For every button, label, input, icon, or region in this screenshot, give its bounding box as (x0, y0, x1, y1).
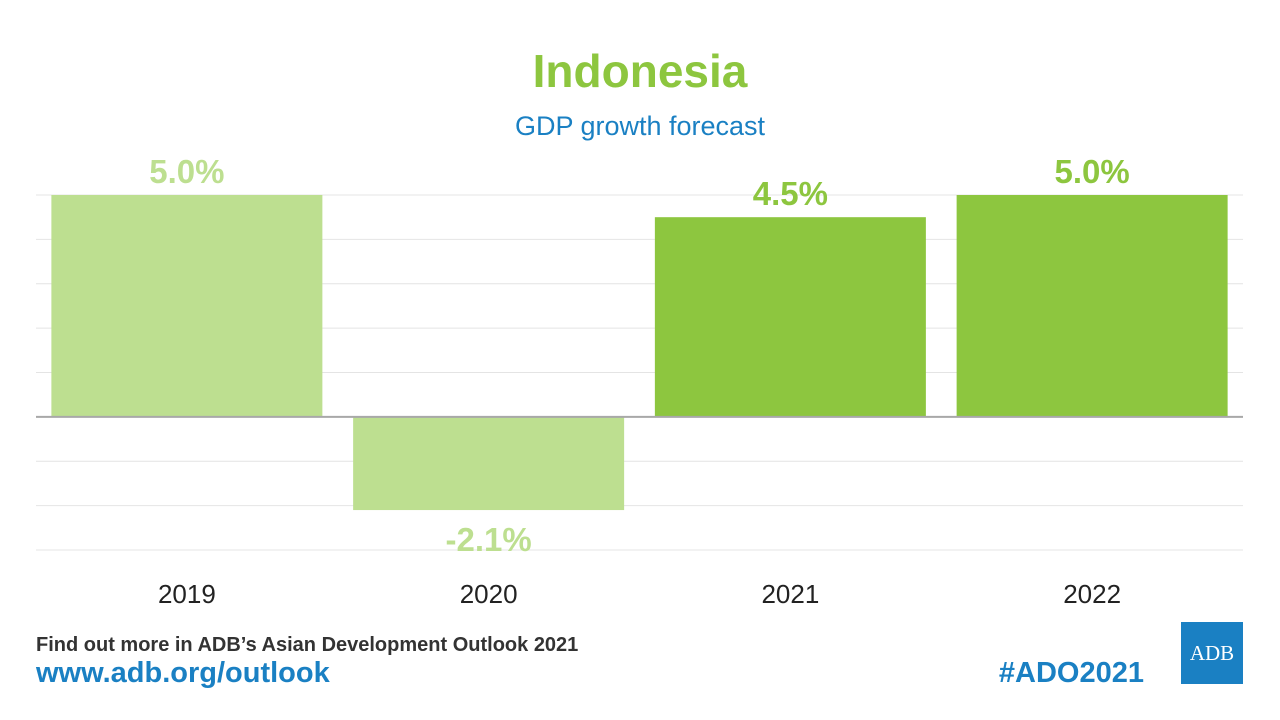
bar (956, 195, 1228, 417)
data-label: 4.5% (753, 175, 828, 212)
hashtag: #ADO2021 (998, 657, 1144, 689)
adb-logo: ADB (1181, 622, 1243, 684)
x-tick-label: 2020 (460, 579, 518, 609)
bar (51, 195, 323, 417)
outlook-link[interactable]: www.adb.org/outlook (36, 657, 330, 689)
data-label: -2.1% (446, 521, 532, 558)
x-tick-label: 2021 (761, 579, 819, 609)
bar (654, 217, 926, 417)
x-tick-label: 2022 (1063, 579, 1121, 609)
data-label: 5.0% (1055, 153, 1130, 190)
data-label: 5.0% (149, 153, 224, 190)
chart-subtitle: GDP growth forecast (514, 111, 766, 141)
bar (353, 416, 625, 511)
footer-text: Find out more in ADB’s Asian Development… (36, 634, 579, 656)
x-tick-label: 2019 (158, 579, 216, 609)
chart-title: Indonesia (532, 45, 748, 97)
